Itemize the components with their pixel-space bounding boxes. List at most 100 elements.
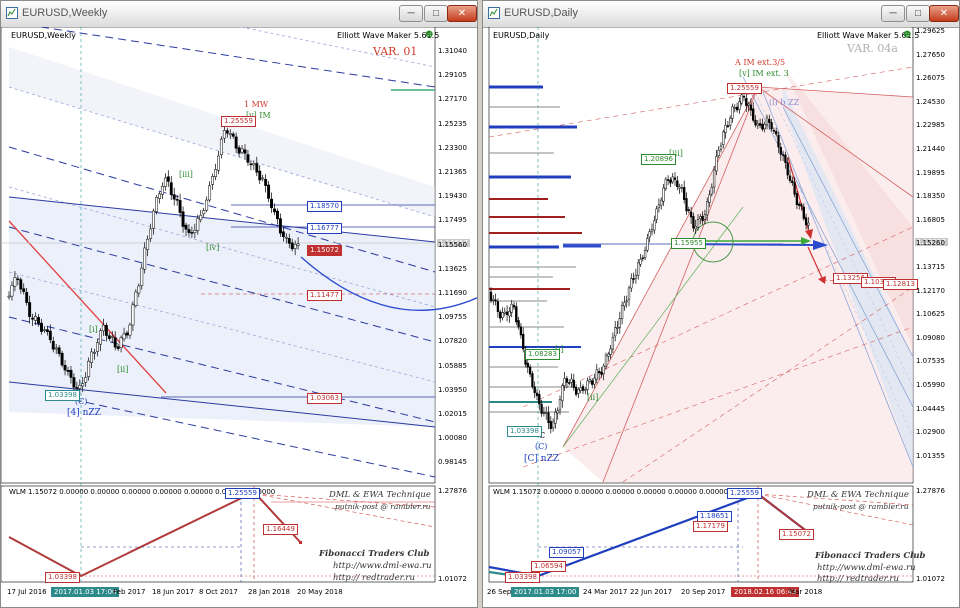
candle-body (140, 267, 144, 286)
candle-body (551, 421, 555, 429)
candle-body (190, 232, 194, 234)
candle-body (558, 399, 562, 411)
wlm-box-6: 1.15072 (779, 529, 814, 540)
candle-body (510, 303, 513, 313)
candle-body (607, 353, 610, 357)
club-url-1[interactable]: http://www.dml-ewa.ru (817, 563, 916, 573)
candle-body (48, 330, 52, 341)
club-name: Fibonacci Traders Club (319, 549, 430, 559)
wave-label-mw: 1 MW (244, 100, 269, 109)
candle-body (722, 131, 725, 146)
minimize-button[interactable]: ─ (399, 5, 423, 22)
date-selected-label: 2018.02.16 06:43 (731, 587, 800, 597)
candle-body (276, 210, 279, 220)
candle-body (660, 199, 663, 206)
candle-body (738, 101, 741, 110)
candle-body (742, 95, 746, 98)
price-axis-label: 1.27170 (438, 95, 467, 104)
price-axis-label: 1.21365 (438, 168, 467, 176)
candle-body (611, 336, 615, 350)
candle-body (16, 278, 20, 281)
close-button[interactable]: ✕ (929, 5, 959, 22)
candle-body (602, 365, 605, 375)
candle-body (181, 211, 185, 227)
price-axis-label: 0.98145 (438, 458, 467, 467)
club-url-1[interactable]: http://www.dml-ewa.ru (333, 561, 432, 571)
candle-body (270, 198, 274, 209)
minimize-button[interactable]: ─ (881, 5, 905, 22)
candle-body (655, 208, 658, 220)
price-axis-label: 1.07535 (916, 357, 945, 366)
signature-line-2: putnik-post @ rambler.ru (813, 502, 909, 511)
date-label-2: 24 Mar 2017 (583, 588, 628, 596)
candle-body (807, 222, 810, 226)
club-url-2[interactable]: http:// redtrader.ru (817, 574, 899, 584)
candle-body (579, 387, 582, 391)
wave-label-ii: [ii] (117, 365, 129, 374)
candle-body (568, 382, 571, 384)
daily-chart-window[interactable]: EURUSD,Daily ─ □ ✕ (482, 0, 960, 608)
candle-body (646, 238, 649, 251)
price-axis-label: 1.15260 (916, 239, 945, 248)
chart-window-icon (6, 7, 18, 19)
price-axis-label: 1.29105 (438, 71, 467, 80)
wlm-header: WLM 1.15072 0.00000 0.00000 0.00000 0.00… (493, 488, 760, 496)
candle-body (678, 186, 681, 189)
price-axis-label: 1.02900 (916, 428, 945, 437)
price-box-4: 1.11477 (307, 290, 342, 301)
date-label-6: 20 May 2018 (297, 588, 343, 596)
price-box-low: 1.03398 (45, 390, 80, 401)
candle-body (570, 378, 573, 383)
weekly-titlebar[interactable]: EURUSD,Weekly ─ □ ✕ (1, 1, 477, 28)
candle-body (591, 380, 594, 385)
weekly-candles (7, 123, 300, 395)
candle-body (40, 322, 43, 332)
daily-plot-area[interactable]: EURUSD,Daily Elliott Wave Maker 5.61.5 ☻… (483, 27, 959, 607)
candle-body (593, 377, 596, 385)
chart-header: EURUSD,Weekly (11, 31, 76, 40)
candle-body (669, 179, 672, 184)
price-axis-label: 1.13625 (438, 264, 467, 273)
candle-body (96, 342, 99, 352)
candle-body (205, 199, 209, 211)
candle-body (152, 210, 156, 229)
wlm-axis-top: 1.27876 (438, 487, 467, 495)
candle-body (34, 316, 37, 321)
price-axis-label: 1.19895 (916, 168, 945, 177)
candle-body (54, 347, 58, 350)
price-axis-label: 1.26075 (916, 74, 945, 83)
candle-body (134, 291, 138, 306)
weekly-chart-window[interactable]: EURUSD,Weekly ─ □ ✕ (0, 0, 478, 608)
maximize-button[interactable]: □ (906, 5, 930, 22)
candle-body (122, 333, 126, 340)
candle-body (627, 287, 631, 300)
candle-body (131, 304, 135, 326)
club-name: Fibonacci Traders Club (815, 551, 926, 561)
variant-label: VAR. 01 (373, 45, 418, 58)
candle-body (772, 129, 776, 132)
club-url-2[interactable]: http:// redtrader.ru (333, 573, 415, 583)
close-button[interactable]: ✕ (447, 5, 477, 22)
candle-body (10, 285, 14, 297)
candle-body (545, 412, 548, 414)
daily-titlebar[interactable]: EURUSD,Daily ─ □ ✕ (483, 1, 959, 28)
price-axis-label: 1.25235 (438, 119, 467, 128)
candle-body (57, 347, 61, 354)
candle-body (687, 209, 690, 211)
candle-body (676, 180, 679, 188)
window-title: EURUSD,Daily (504, 7, 578, 19)
candle-body (125, 332, 129, 336)
weekly-plot-area[interactable]: EURUSD,Weekly Elliott Wave Maker 5.61.5 … (1, 27, 477, 607)
price-box-1: 1.20896 (641, 154, 676, 165)
signature-line-1: DML & EWA Technique (329, 490, 431, 500)
maximize-button[interactable]: □ (424, 5, 448, 22)
candle-body (586, 380, 589, 390)
wave-label-nzz: [C] nZZ (524, 454, 560, 464)
candle-body (581, 386, 585, 391)
candle-body (66, 370, 70, 372)
candle-body (219, 138, 223, 156)
candle-body (22, 288, 26, 292)
candle-body (90, 351, 94, 363)
candle-body (643, 250, 647, 259)
candle-body (107, 335, 111, 339)
